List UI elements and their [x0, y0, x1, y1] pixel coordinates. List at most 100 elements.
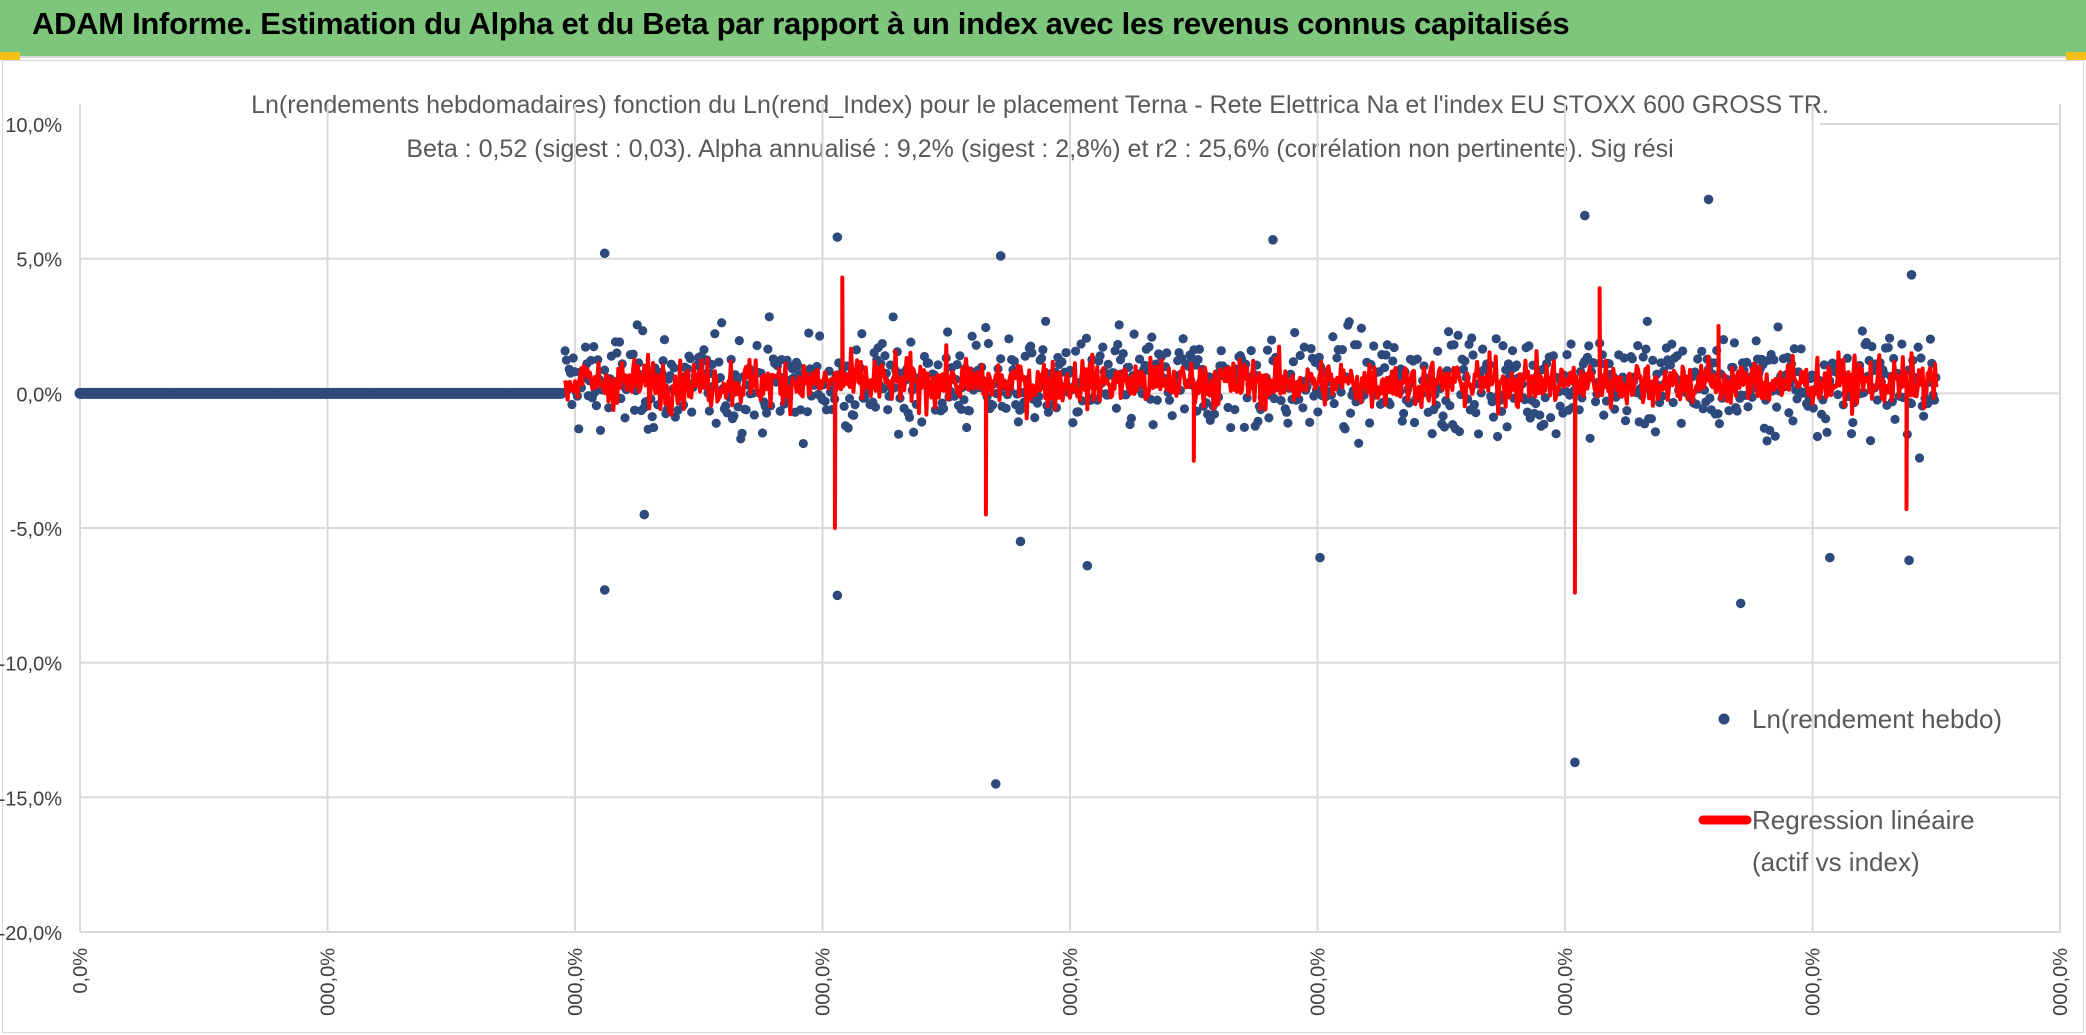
data-point: [1751, 336, 1761, 346]
data-point: [1650, 427, 1661, 437]
data-point: [1070, 346, 1081, 356]
data-point: [1848, 417, 1858, 428]
data-point: [1041, 316, 1051, 326]
data-point: [1467, 333, 1477, 343]
data-point: [1194, 344, 1205, 354]
data-point: [1473, 429, 1484, 439]
data-point: [757, 428, 768, 438]
data-point: [1356, 323, 1367, 333]
data-point: [1239, 422, 1249, 432]
data-point: [1498, 341, 1508, 351]
legend-label-regression-line2: (actif vs index): [1752, 847, 1920, 877]
corner-marker-left: [0, 52, 20, 60]
data-point: [1388, 356, 1398, 366]
data-point: [1807, 370, 1817, 380]
data-point: [1477, 344, 1488, 354]
data-point: [1253, 416, 1263, 427]
data-point: [1729, 338, 1740, 348]
data-point: [1305, 417, 1315, 427]
chart-area: [2, 60, 2084, 1033]
data-point: [683, 364, 693, 374]
data-point: [1638, 352, 1648, 362]
data-point: [1916, 353, 1926, 363]
data-point: [1329, 398, 1339, 409]
data-point: [1821, 414, 1831, 424]
data-point: [1690, 367, 1700, 377]
data-point: [1409, 417, 1420, 428]
data-point: [1812, 431, 1823, 442]
data-point: [1714, 418, 1725, 429]
data-point: [1914, 453, 1925, 463]
data-point: [775, 406, 785, 416]
data-point: [917, 417, 927, 427]
data-point: [1315, 552, 1325, 563]
scatter-points: [74, 194, 1941, 789]
data-point: [967, 331, 977, 341]
data-point: [1589, 358, 1599, 368]
data-point: [711, 418, 721, 428]
data-point: [1665, 360, 1676, 370]
data-point: [1027, 348, 1037, 358]
data-point: [1013, 417, 1023, 427]
data-point: [1488, 412, 1499, 422]
data-point: [983, 338, 994, 349]
data-point: [1057, 357, 1067, 367]
data-point: [1890, 414, 1900, 424]
data-point: [943, 327, 953, 337]
data-point: [1562, 350, 1572, 360]
legend-label-returns: Ln(rendement hebdo): [1752, 704, 2002, 734]
data-point: [857, 329, 867, 339]
data-point: [1283, 418, 1293, 428]
data-point: [729, 411, 739, 421]
legend-marker-returns: [1718, 713, 1730, 725]
data-point: [1584, 341, 1594, 351]
data-point: [1226, 422, 1236, 433]
x-tick-label: 000,0%: [1308, 948, 1330, 1016]
data-point: [1313, 407, 1323, 417]
data-point: [1453, 330, 1463, 341]
data-point: [1264, 413, 1274, 423]
data-point: [1068, 418, 1078, 428]
data-point: [1566, 339, 1576, 349]
data-point: [1906, 398, 1916, 409]
data-point: [1773, 322, 1783, 332]
data-point: [1546, 412, 1556, 423]
data-point: [1867, 341, 1877, 352]
data-point: [870, 402, 881, 412]
data-point: [1276, 395, 1286, 406]
data-point: [714, 357, 724, 367]
data-point: [839, 401, 849, 411]
data-point: [639, 509, 650, 520]
data-point: [685, 354, 695, 364]
data-point: [1502, 422, 1512, 432]
data-point: [987, 400, 998, 410]
data-point: [962, 422, 972, 433]
data-point: [1262, 345, 1273, 355]
data-point: [687, 407, 697, 417]
report-title: ADAM Informe. Estimation du Alpha et du …: [32, 6, 1570, 41]
data-point: [1126, 413, 1136, 423]
data-point: [1004, 334, 1014, 344]
data-point: [804, 328, 814, 338]
data-point: [1412, 354, 1422, 364]
y-tick-label: 0,0%: [16, 384, 62, 406]
data-point: [1118, 349, 1128, 359]
data-point: [1548, 351, 1558, 361]
data-point: [595, 425, 606, 435]
data-point: [849, 410, 859, 421]
data-point: [1098, 342, 1108, 352]
data-point: [1266, 335, 1277, 345]
data-point: [1268, 235, 1278, 245]
y-tick-label: -5,0%: [10, 519, 62, 541]
data-point: [1438, 411, 1448, 421]
data-point: [964, 406, 974, 416]
data-point: [1433, 346, 1443, 356]
data-point: [820, 396, 830, 406]
legend-label-regression-line1: Regression linéaire: [1752, 805, 1975, 835]
data-point: [604, 403, 614, 413]
data-point: [1913, 342, 1923, 352]
data-point: [1082, 560, 1093, 571]
data-point: [1030, 413, 1040, 423]
data-point: [1164, 395, 1175, 405]
data-point: [1134, 354, 1145, 364]
